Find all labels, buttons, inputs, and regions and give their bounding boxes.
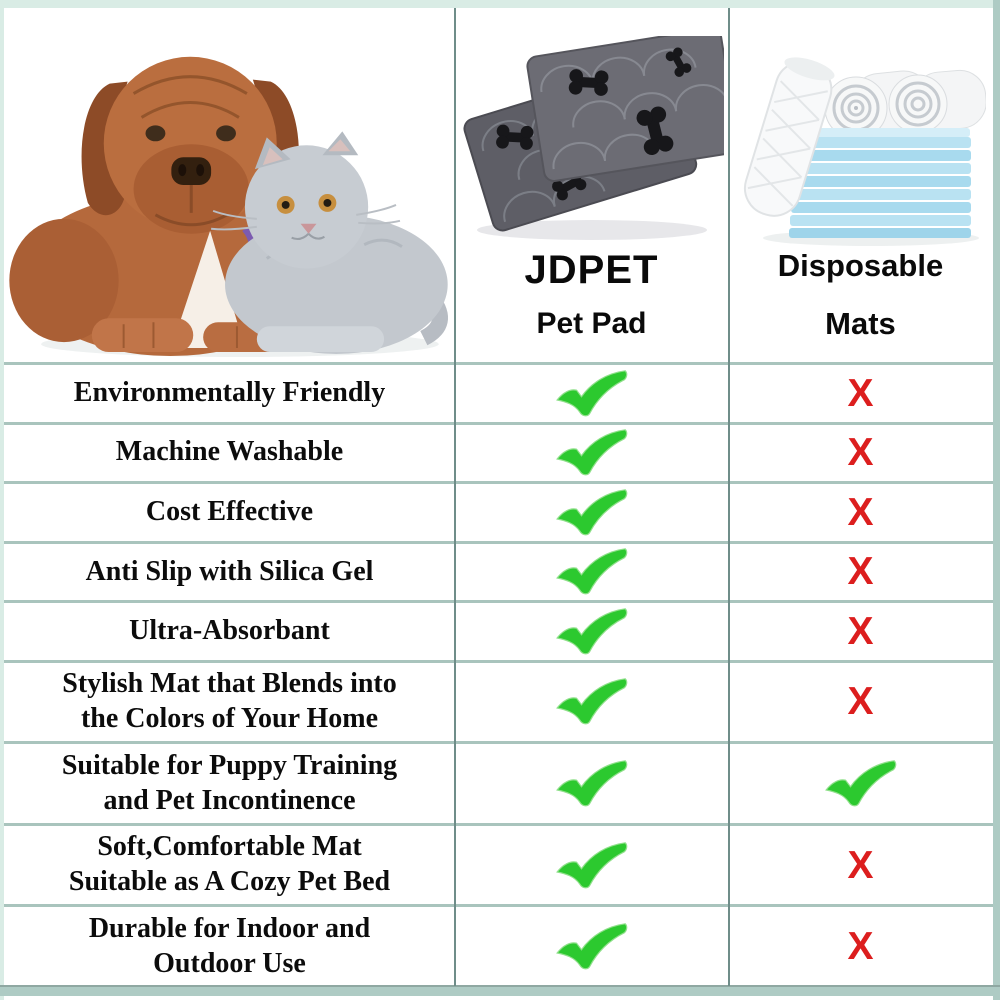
feature-cell: Ultra-Absorbant (4, 603, 455, 660)
competitor-name-line1: Disposable (777, 248, 944, 283)
table-row: Environmentally Friendly X (4, 365, 993, 425)
red-x-icon: X (847, 925, 874, 969)
header-row: JDPET Pet Pad (4, 8, 993, 362)
disposable-mats-product-image (743, 57, 986, 246)
feature-cell: Anti Slip with Silica Gel (4, 544, 455, 601)
green-checkmark-icon (555, 608, 627, 655)
jdpet-cell (455, 603, 728, 660)
column-divider-1 (454, 8, 456, 986)
table-row: Soft,Comfortable Mat Suitable as A Cozy P… (4, 826, 993, 908)
feature-text-line: Durable for Indoor and (88, 912, 371, 944)
table-row: Stylish Mat that Blends into the Colors o… (4, 663, 993, 745)
feature-text-line: Suitable as A Cozy Pet Bed (68, 866, 391, 898)
green-checkmark-icon (555, 923, 627, 970)
green-checkmark-icon (555, 760, 627, 807)
cat-illustration (210, 131, 448, 355)
disposable-cell: X (728, 544, 993, 601)
green-checkmark-icon (555, 369, 627, 417)
jdpet-cell (455, 544, 728, 601)
green-checkmark-icon (555, 678, 627, 725)
column-divider-2 (728, 8, 730, 986)
feature-cell: Soft,Comfortable Mat Suitable as A Cozy P… (4, 826, 455, 905)
page-border-right (993, 0, 1000, 1000)
green-checkmark-icon (555, 429, 627, 476)
red-x-icon: X (847, 680, 874, 724)
green-checkmark-icon (555, 841, 627, 888)
jdpet-cell (455, 744, 728, 823)
jdpet-cell (455, 425, 728, 482)
page-border-top (0, 0, 1000, 8)
disposable-cell: X (728, 826, 993, 905)
red-x-icon: X (847, 550, 874, 594)
table-row: Ultra-Absorbant X (4, 603, 993, 663)
page-border-left (0, 0, 4, 1000)
jdpet-cell (455, 663, 728, 742)
table-row: Anti Slip with Silica Gel X (4, 544, 993, 604)
feature-text-line: Environmentally Friendly (73, 376, 386, 408)
blue-pad-stack (788, 128, 971, 238)
feature-text-line: and Pet Incontinence (103, 784, 356, 816)
feature-cell: Cost Effective (4, 484, 455, 541)
red-x-icon: X (847, 843, 874, 887)
feature-text-line: Outdoor Use (153, 947, 306, 979)
competitor-name-line2: Mats (825, 306, 896, 341)
red-x-icon: X (847, 490, 874, 534)
green-checkmark-icon (555, 488, 627, 536)
table-row: Cost Effective X (4, 484, 993, 544)
disposable-cell: X (728, 425, 993, 482)
disposable-cell: X (728, 365, 993, 422)
feature-text-line: Machine Washable (115, 436, 344, 468)
green-checkmark-icon (555, 548, 627, 595)
feature-text-line: Cost Effective (145, 495, 314, 527)
feature-cell: Environmentally Friendly (4, 365, 455, 422)
header-jdpet-column: JDPET Pet Pad (455, 8, 728, 362)
jdpet-pad-product-image (462, 36, 724, 240)
header-pets-column (4, 8, 455, 362)
feature-cell: Machine Washable (4, 425, 455, 482)
standing-roll (743, 57, 834, 217)
jdpet-cell (455, 826, 728, 905)
rolled-mat-2 (888, 69, 986, 134)
disposable-cell: X (728, 484, 993, 541)
jdpet-cell (455, 365, 728, 422)
page-border-bottom (0, 987, 1000, 996)
feature-text-line: Anti Slip with Silica Gel (85, 555, 374, 587)
jdpet-cell (455, 907, 728, 986)
feature-text-line: Soft,Comfortable Mat (97, 831, 362, 863)
disposable-cell: X (728, 907, 993, 986)
feature-text-line: Suitable for Puppy Training (61, 749, 398, 781)
red-x-icon: X (847, 431, 874, 475)
disposable-cell: X (728, 603, 993, 660)
disposable-cell: X (728, 663, 993, 742)
comparison-table: Environmentally Friendly X Machine Washab… (4, 362, 993, 986)
disposable-cell (728, 744, 993, 823)
feature-cell: Suitable for Puppy Training and Pet Incon… (4, 744, 455, 823)
puppy-illustration (8, 56, 319, 357)
table-row: Suitable for Puppy Training and Pet Incon… (4, 744, 993, 826)
product-name: Pet Pad (536, 307, 647, 340)
feature-cell: Durable for Indoor and Outdoor Use (4, 907, 455, 986)
jdpet-cell (455, 484, 728, 541)
red-x-icon: X (847, 371, 874, 415)
table-row: Machine Washable X (4, 425, 993, 485)
red-x-icon: X (847, 609, 874, 653)
green-checkmark-icon (824, 760, 896, 807)
table-bottom-line (0, 985, 1000, 987)
feature-cell: Stylish Mat that Blends into the Colors o… (4, 663, 455, 742)
header-disposable-column: Disposable Mats (728, 8, 993, 362)
front-pet-pad (525, 36, 724, 183)
feature-text-line: the Colors of Your Home (80, 702, 379, 734)
table-row: Durable for Indoor and Outdoor Use X (4, 907, 993, 986)
brand-name: JDPET (524, 248, 659, 292)
puppy-and-cat-photo (8, 56, 448, 358)
feature-text-line: Stylish Mat that Blends into (62, 668, 397, 700)
feature-text-line: Ultra-Absorbant (129, 615, 330, 647)
